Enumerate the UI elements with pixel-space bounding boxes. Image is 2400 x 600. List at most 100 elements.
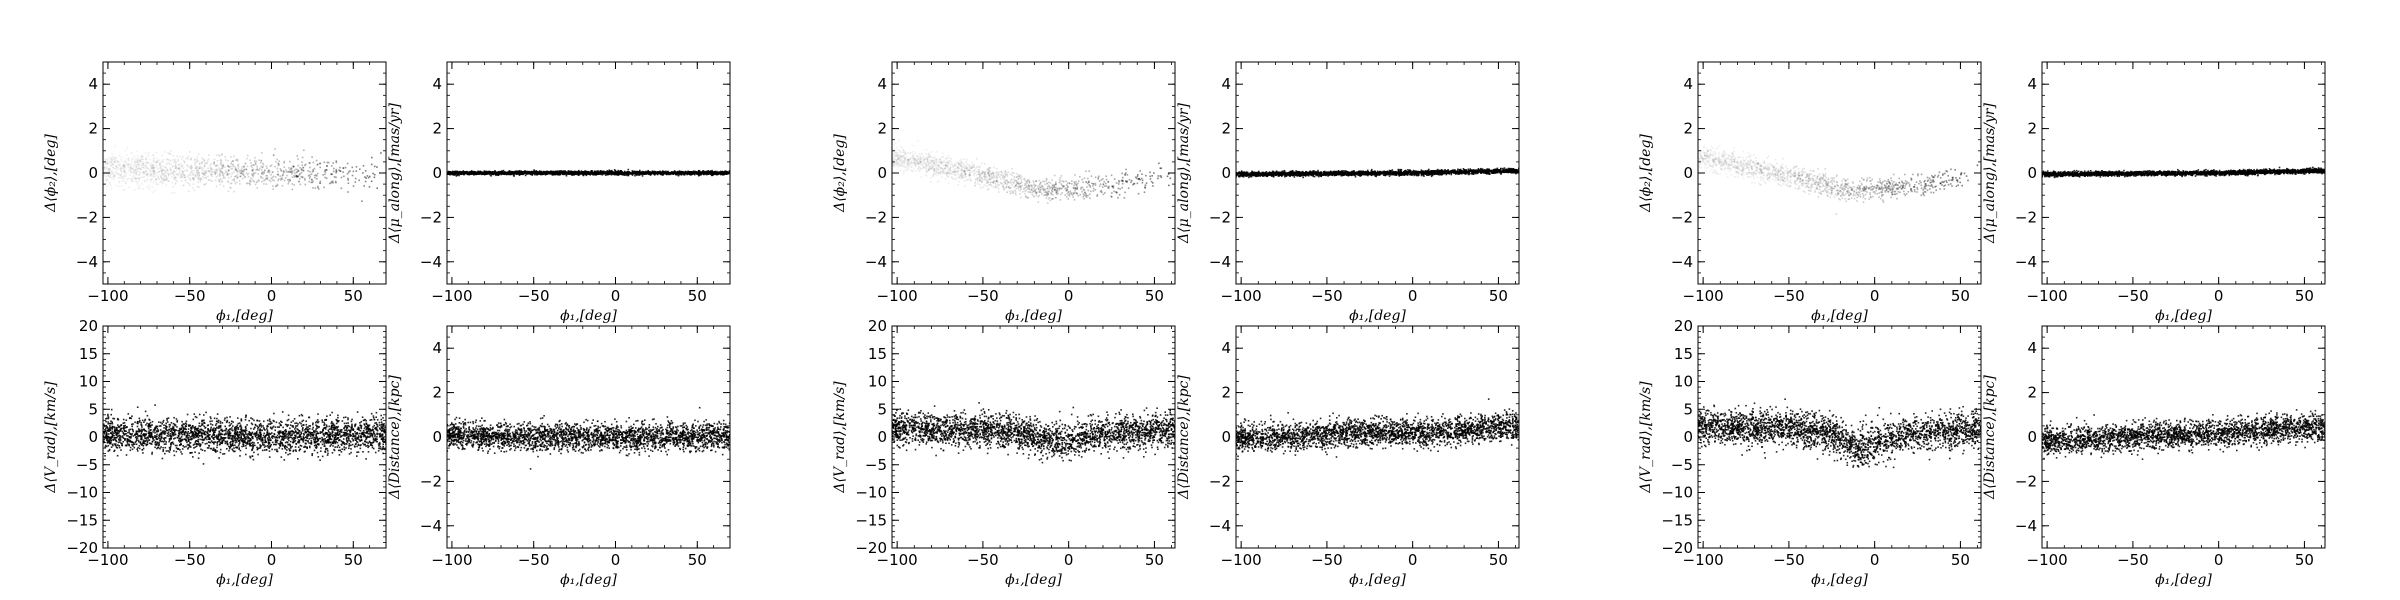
- data-point: [151, 167, 153, 170]
- data-point: [153, 170, 156, 173]
- data-point: [280, 170, 283, 172]
- data-point: [129, 165, 131, 167]
- data-point: [324, 176, 326, 179]
- data-point: [136, 155, 139, 157]
- data-point: [172, 165, 174, 168]
- data-point: [334, 446, 336, 448]
- data-point: [149, 170, 151, 173]
- data-point: [240, 420, 243, 422]
- data-point: [110, 163, 113, 166]
- data-point: [377, 450, 380, 452]
- data-point: [240, 169, 243, 171]
- data-point: [138, 440, 140, 443]
- data-point: [114, 160, 117, 162]
- data-point: [262, 444, 264, 446]
- data-point: [316, 425, 319, 427]
- data-point: [455, 171, 458, 173]
- data-point: [225, 432, 227, 434]
- data-point: [503, 172, 506, 174]
- data-point: [666, 171, 669, 173]
- data-point: [525, 171, 527, 173]
- data-point: [136, 169, 138, 172]
- data-point: [174, 177, 176, 179]
- data-point: [243, 176, 246, 178]
- data-point: [157, 176, 160, 178]
- y-tick-label: 4: [88, 75, 98, 93]
- data-point: [205, 162, 208, 164]
- data-point: [247, 175, 250, 178]
- data-point: [571, 174, 573, 176]
- data-point: [246, 157, 248, 160]
- data-point: [136, 162, 139, 165]
- data-point: [690, 174, 692, 176]
- data-point: [564, 171, 567, 173]
- data-point: [170, 429, 173, 432]
- data-point: [155, 179, 158, 181]
- data-point: [205, 171, 207, 173]
- data-point: [135, 166, 137, 168]
- data-point: [315, 174, 317, 176]
- data-point: [280, 177, 282, 180]
- data-point: [202, 158, 205, 160]
- data-point: [222, 185, 225, 187]
- data-point: [705, 172, 707, 174]
- data-point: [169, 167, 172, 169]
- data-point: [573, 170, 576, 173]
- data-point: [132, 164, 135, 166]
- data-point: [137, 170, 139, 172]
- data-point: [166, 435, 168, 437]
- data-point: [342, 167, 344, 169]
- data-point: [363, 427, 366, 430]
- data-point: [124, 171, 127, 174]
- data-point: [142, 187, 144, 190]
- data-point: [377, 425, 379, 428]
- data-point: [175, 179, 177, 182]
- data-point: [323, 186, 325, 189]
- data-point: [269, 445, 272, 447]
- data-point: [157, 168, 159, 170]
- data-point: [275, 161, 277, 163]
- data-point: [136, 158, 138, 161]
- data-point: [136, 165, 138, 168]
- data-point: [107, 171, 110, 173]
- data-point: [160, 425, 162, 427]
- data-point: [104, 428, 106, 431]
- data-point: [162, 178, 164, 181]
- data-point: [161, 179, 164, 181]
- data-point: [190, 446, 192, 448]
- data-point: [216, 171, 218, 174]
- data-point: [166, 169, 169, 171]
- data-point: [447, 173, 449, 175]
- data-point: [164, 431, 167, 433]
- data-point: [107, 168, 110, 170]
- data-point: [484, 173, 486, 175]
- data-point: [108, 157, 110, 159]
- data-point: [535, 170, 538, 172]
- data-point: [139, 159, 141, 162]
- data-point: [206, 160, 209, 162]
- data-point: [153, 169, 156, 171]
- data-point: [164, 424, 167, 427]
- data-point: [139, 159, 141, 161]
- data-point: [332, 428, 335, 431]
- data-point: [603, 171, 606, 174]
- data-point: [253, 159, 256, 162]
- data-point: [665, 173, 668, 175]
- data-point: [160, 175, 162, 177]
- data-point: [198, 177, 200, 180]
- data-point: [328, 182, 331, 185]
- data-point: [356, 433, 359, 435]
- data-point: [161, 154, 163, 157]
- data-point: [590, 171, 592, 173]
- data-point: [182, 423, 184, 425]
- data-point: [175, 182, 177, 184]
- data-point: [627, 168, 630, 171]
- data-point: [185, 179, 187, 181]
- data-point: [370, 180, 373, 183]
- data-point: [161, 160, 163, 163]
- data-point: [186, 165, 189, 167]
- data-point: [150, 167, 153, 169]
- data-point: [288, 181, 290, 183]
- data-point: [614, 170, 617, 172]
- data-point: [333, 424, 336, 427]
